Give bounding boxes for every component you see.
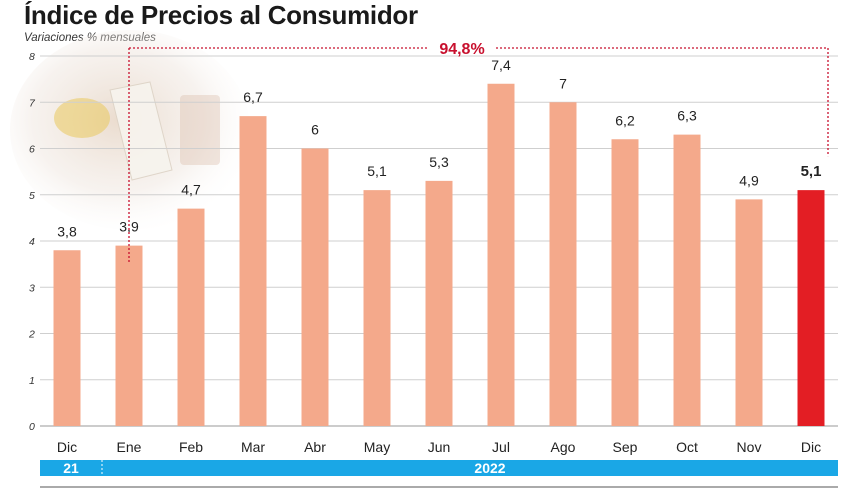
x-tick-label: Dic <box>801 439 821 455</box>
data-label: 5,1 <box>801 163 822 180</box>
x-tick-label: Mar <box>241 439 265 455</box>
x-tick-label: Nov <box>737 439 762 455</box>
data-labels: 3,8 3,9 4,7 6,7 6 5,1 5,3 7,4 7 6,2 6,3 4,9 5,1 <box>57 57 821 240</box>
year-label: 2022 <box>474 460 505 476</box>
data-label: 5,3 <box>429 154 449 170</box>
y-tick-label: 4 <box>29 236 35 248</box>
chart-title: Índice de Precios al Consumidor <box>24 0 418 30</box>
data-label: 4,7 <box>181 182 201 198</box>
data-label: 6,2 <box>615 112 635 128</box>
bar <box>177 208 205 426</box>
x-tick-label: Abr <box>304 439 326 455</box>
y-tick-label: 3 <box>29 282 35 294</box>
accumulated-label: 94,8% <box>439 41 484 58</box>
y-tick-label: 2 <box>28 329 35 341</box>
x-tick-label: Oct <box>676 439 698 455</box>
x-tick-label: Ene <box>117 439 142 455</box>
data-label: 3,8 <box>57 223 77 239</box>
bar <box>301 148 329 426</box>
bar <box>797 190 825 426</box>
year-band: 21 2022 <box>40 460 838 488</box>
y-axis-ticks: 0 1 2 3 4 5 6 7 8 <box>28 51 36 433</box>
x-tick-label: Feb <box>179 439 203 455</box>
data-label: 7,4 <box>491 57 511 73</box>
y-tick-label: 7 <box>29 97 36 109</box>
bars <box>53 83 825 426</box>
data-label: 6,7 <box>243 89 263 105</box>
receipt-shape <box>109 81 173 181</box>
bar <box>115 245 143 426</box>
y-tick-label: 6 <box>29 144 35 156</box>
data-label: 4,9 <box>739 172 759 188</box>
year-band-bar <box>40 460 838 476</box>
bar <box>53 250 81 426</box>
bar <box>425 180 453 426</box>
bar <box>673 134 701 426</box>
year-label: 21 <box>63 460 79 476</box>
data-label: 6,3 <box>677 108 697 124</box>
x-tick-label: Jul <box>492 439 510 455</box>
bar <box>363 190 391 426</box>
shelf-shape <box>180 95 220 165</box>
bar <box>239 116 267 426</box>
bar <box>735 199 763 426</box>
bar <box>487 83 515 426</box>
x-tick-label: Sep <box>613 439 638 455</box>
bar <box>611 139 639 426</box>
bar <box>549 102 577 426</box>
x-tick-label: Dic <box>57 439 77 455</box>
shopping-photo-decoration <box>10 30 250 230</box>
x-tick-label: Ago <box>551 439 576 455</box>
y-tick-label: 8 <box>29 51 35 63</box>
hand-shape <box>54 98 110 138</box>
data-label: 5,1 <box>367 163 387 179</box>
data-label: 3,9 <box>119 219 139 235</box>
x-axis-categories: Dic Ene Feb Mar Abr May Jun Jul Ago Sep Oct Nov Dic <box>57 439 821 455</box>
x-tick-label: Jun <box>428 439 451 455</box>
y-tick-label: 1 <box>29 375 35 387</box>
data-label: 7 <box>559 75 567 91</box>
y-tick-label: 0 <box>29 421 35 433</box>
accumulated-annotation: 94,8% <box>128 41 829 264</box>
x-tick-label: May <box>364 439 390 455</box>
y-tick-label: 5 <box>29 190 35 202</box>
data-label: 6 <box>311 122 319 138</box>
